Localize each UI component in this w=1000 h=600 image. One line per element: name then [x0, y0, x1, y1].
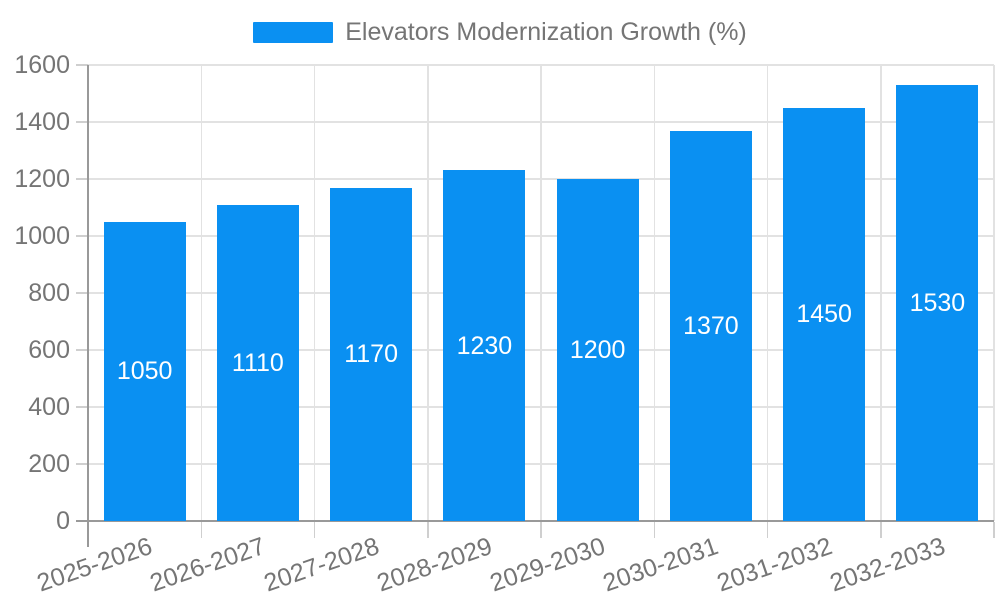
bar[interactable]	[103, 221, 186, 521]
y-axis-tick	[76, 121, 88, 123]
y-tick-label: 800	[28, 278, 70, 307]
y-axis-tick	[76, 349, 88, 351]
y-axis-tick	[76, 235, 88, 237]
x-tick-label: 2031-2032	[713, 532, 836, 598]
x-axis-tick	[653, 522, 655, 538]
bar[interactable]	[669, 130, 752, 521]
gridline-vertical	[427, 65, 429, 521]
x-axis-tick	[427, 522, 429, 538]
x-axis-tick	[313, 522, 316, 538]
y-tick-label: 1400	[14, 107, 70, 136]
y-axis-line	[87, 65, 89, 547]
x-tick-label: 2026-2027	[146, 532, 269, 598]
bar[interactable]	[216, 204, 299, 521]
gridline-vertical	[540, 65, 542, 521]
x-axis-tick	[880, 522, 882, 538]
legend-item[interactable]: Elevators Modernization Growth (%)	[0, 18, 1000, 47]
bar[interactable]	[896, 84, 979, 521]
bar[interactable]	[330, 187, 413, 521]
bar[interactable]	[783, 107, 866, 521]
x-tick-label: 2032-2033	[826, 532, 949, 598]
y-tick-label: 1000	[14, 221, 70, 250]
y-axis-tick	[76, 463, 88, 465]
x-tick-label: 2029-2030	[486, 532, 609, 598]
y-tick-label: 200	[28, 449, 70, 478]
x-tick-label: 2027-2028	[260, 532, 383, 598]
y-axis-tick	[76, 64, 88, 66]
gridline-vertical	[653, 65, 655, 521]
y-tick-label: 400	[28, 392, 70, 421]
x-axis-tick	[766, 522, 769, 538]
gridline-vertical	[993, 65, 995, 521]
y-tick-label: 0	[56, 506, 70, 535]
y-tick-label: 1600	[14, 50, 70, 79]
legend-label: Elevators Modernization Growth (%)	[345, 18, 747, 46]
x-axis-line	[76, 520, 994, 522]
y-axis-tick	[76, 178, 88, 180]
y-tick-label: 600	[28, 335, 70, 364]
y-axis-tick	[76, 292, 88, 294]
x-axis-tick	[993, 522, 995, 538]
gridline-vertical	[313, 65, 316, 521]
x-tick-label: 2030-2031	[599, 532, 722, 598]
gridline-vertical	[766, 65, 769, 521]
bar[interactable]	[443, 170, 526, 521]
legend-swatch	[253, 22, 334, 43]
y-axis-tick	[76, 406, 88, 408]
x-axis-tick	[540, 522, 542, 538]
gridline-vertical	[880, 65, 882, 521]
bar[interactable]	[556, 179, 639, 521]
y-tick-label: 1200	[14, 164, 70, 193]
x-tick-label: 2025-2026	[33, 532, 156, 598]
x-axis-tick	[200, 522, 202, 538]
x-tick-label: 2028-2029	[373, 532, 496, 598]
gridline-vertical	[200, 65, 202, 521]
